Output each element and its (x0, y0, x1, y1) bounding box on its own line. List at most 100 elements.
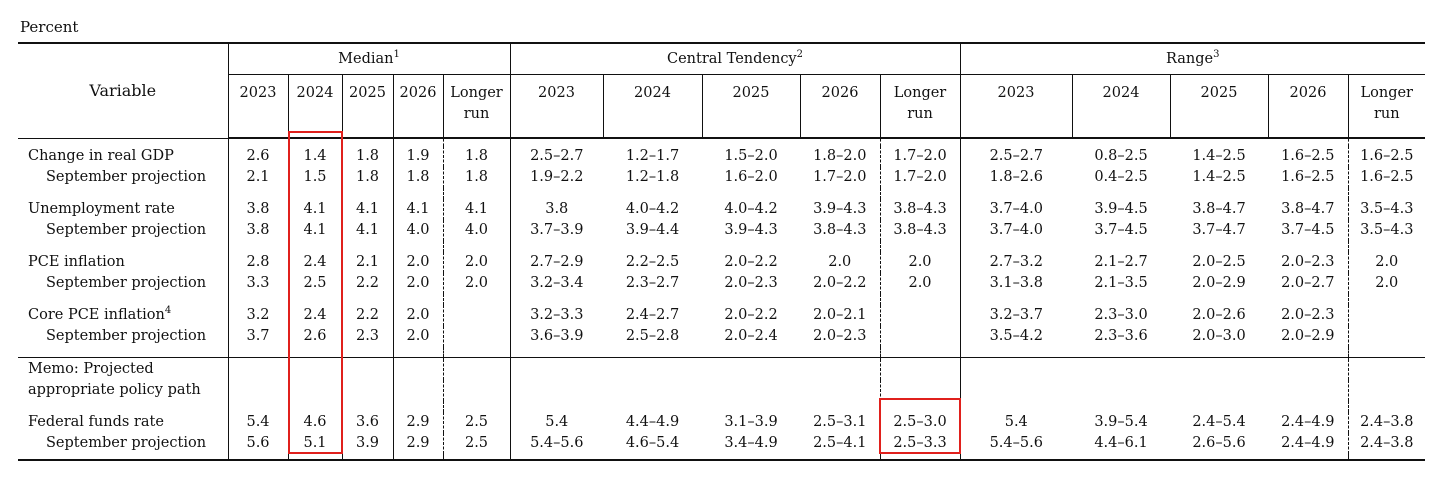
central-tendency-value-cell: 1.2–1.8 (625, 169, 680, 185)
range-value-cell: 2.5–2.7 (959, 146, 1072, 167)
range-value-cell: 1.6–2.5 (1281, 148, 1335, 164)
range-year-header: 2024 (1071, 74, 1170, 139)
central-tendency-value-cell: 2.5–3.1 (813, 414, 867, 430)
range-value-cell: 1.4–2.5 (1192, 169, 1246, 185)
median-value-cell: 2.1 (341, 252, 393, 273)
empty-cell (879, 380, 960, 401)
projections-table: Variable Median1 Central Tendency2 Range… (18, 42, 1425, 461)
spacer-cell (959, 357, 1072, 359)
central-tendency-value-cell: 3.9–4.4 (625, 222, 680, 238)
median-value-cell: 3.7 (227, 326, 288, 347)
spacer-cell (702, 454, 800, 461)
median-value-cell: 1.8 (341, 167, 393, 188)
spacer-cell (287, 454, 342, 461)
spacer-cell (392, 241, 443, 252)
central-tendency-year-header: 2026 (799, 74, 880, 139)
spacer-cell (879, 241, 960, 252)
central-tendency-value-cell: 1.2–1.7 (625, 148, 680, 164)
spacer-cell (959, 138, 1072, 146)
range-value-cell: 2.0–2.9 (1192, 275, 1246, 291)
spacer-cell (341, 241, 393, 252)
row-label-text: September projection (46, 169, 207, 185)
central-tendency-value-cell: 4.4–4.9 (625, 414, 680, 430)
spacer-cell (800, 454, 880, 461)
median-value-cell: 2.3 (341, 326, 393, 347)
spacer-cell (1170, 347, 1268, 358)
spacer-cell (509, 401, 603, 412)
footnote-marker: 4 (164, 305, 172, 316)
central-tendency-value-cell: 3.9–4.3 (724, 222, 778, 238)
row-label-text: Core PCE inflation (28, 307, 165, 323)
median-value-cell: 5.6 (227, 433, 288, 454)
median-value-cell: 2.0 (442, 273, 510, 294)
footnote-marker: 1 (393, 49, 400, 60)
central-tendency-value-cell: 2.0–2.2 (813, 275, 867, 291)
spacer-cell (1347, 188, 1425, 199)
median-value-cell: 1.4 (287, 146, 342, 167)
spacer-cell (603, 138, 702, 146)
spacer-cell (442, 347, 510, 358)
empty-cell (1268, 380, 1348, 401)
spacer-cell (800, 241, 880, 252)
empty-cell (702, 380, 800, 401)
spacer-cell (603, 401, 702, 412)
range-value-cell: 2.4–3.8 (1347, 433, 1425, 454)
spacer-cell (442, 138, 510, 146)
central-tendency-year-header: 2023 (509, 74, 603, 139)
median-value-cell: 1.8 (392, 167, 443, 188)
range-longer-run-header: Longer run (1347, 74, 1425, 139)
range-value-cell: 3.9–4.5 (1094, 201, 1148, 217)
central-tendency-value-cell: 1.5–2.0 (724, 148, 778, 164)
spacer-cell (227, 138, 288, 146)
median-group-header: Median1 (227, 42, 510, 75)
range-value-cell: 3.2–3.7 (959, 305, 1072, 326)
row-spacer (18, 294, 1425, 305)
spacer-cell (509, 357, 603, 359)
highlight-median-2024 (288, 131, 343, 454)
median-year-header: 2024 (287, 74, 342, 139)
spacer-cell (1170, 294, 1268, 305)
spacer-cell (1268, 401, 1348, 412)
central-tendency-value-cell: 1.8–2.0 (813, 148, 867, 164)
central-tendency-value-cell: 2.5–2.7 (509, 146, 603, 167)
spacer-cell (1170, 188, 1268, 199)
central-tendency-value-cell: 2.5–2.8 (625, 328, 680, 344)
spacer-cell (879, 454, 960, 461)
variable-header: Variable (18, 42, 228, 139)
row-label: PCE inflation (18, 252, 228, 273)
median-value-cell (442, 305, 510, 326)
spacer-cell (959, 347, 1072, 358)
empty-cell (1170, 380, 1268, 401)
range-value-cell: 3.8–4.7 (1281, 201, 1335, 217)
range-value-cell (1347, 305, 1425, 326)
central-tendency-value-cell: 3.7–3.9 (509, 220, 603, 241)
central-tendency-value-cell: 1.7–2.0 (879, 146, 960, 167)
median-year-header: 2023 (227, 74, 288, 139)
spacer-cell (442, 454, 510, 461)
spacer-cell (18, 454, 228, 461)
median-value-cell: 2.6 (227, 146, 288, 167)
spacer-cell (1268, 347, 1348, 358)
unit-label: Percent (20, 18, 79, 36)
median-value-cell: 2.4 (287, 252, 342, 273)
central-tendency-value-cell: 1.9–2.2 (509, 167, 603, 188)
row-label-text: Unemployment rate (28, 201, 175, 217)
spacer-cell (18, 401, 228, 412)
median-value-cell: 2.0 (392, 326, 443, 347)
median-value-cell: 2.0 (392, 273, 443, 294)
median-value-cell: 2.2 (341, 305, 393, 326)
empty-cell (509, 380, 603, 401)
spacer-cell (959, 454, 1072, 461)
row-label-text: September projection (46, 328, 207, 344)
row-spacer (18, 138, 1425, 146)
range-year-header: 2025 (1169, 74, 1268, 139)
central-tendency-value-cell: 4.0–4.2 (724, 201, 778, 217)
central-tendency-label: Central Tendency (666, 51, 797, 67)
spacer-cell (879, 188, 960, 199)
range-value-cell: 1.4–2.5 (1192, 148, 1246, 164)
table-row: September projection 3.3 2.5 2.2 2.0 2.0 3.2–3… (18, 273, 1425, 294)
row-label: September projection (18, 273, 228, 294)
empty-cell (1347, 380, 1425, 401)
central-tendency-year-header: 2025 (701, 74, 800, 139)
spacer-cell (442, 357, 510, 359)
